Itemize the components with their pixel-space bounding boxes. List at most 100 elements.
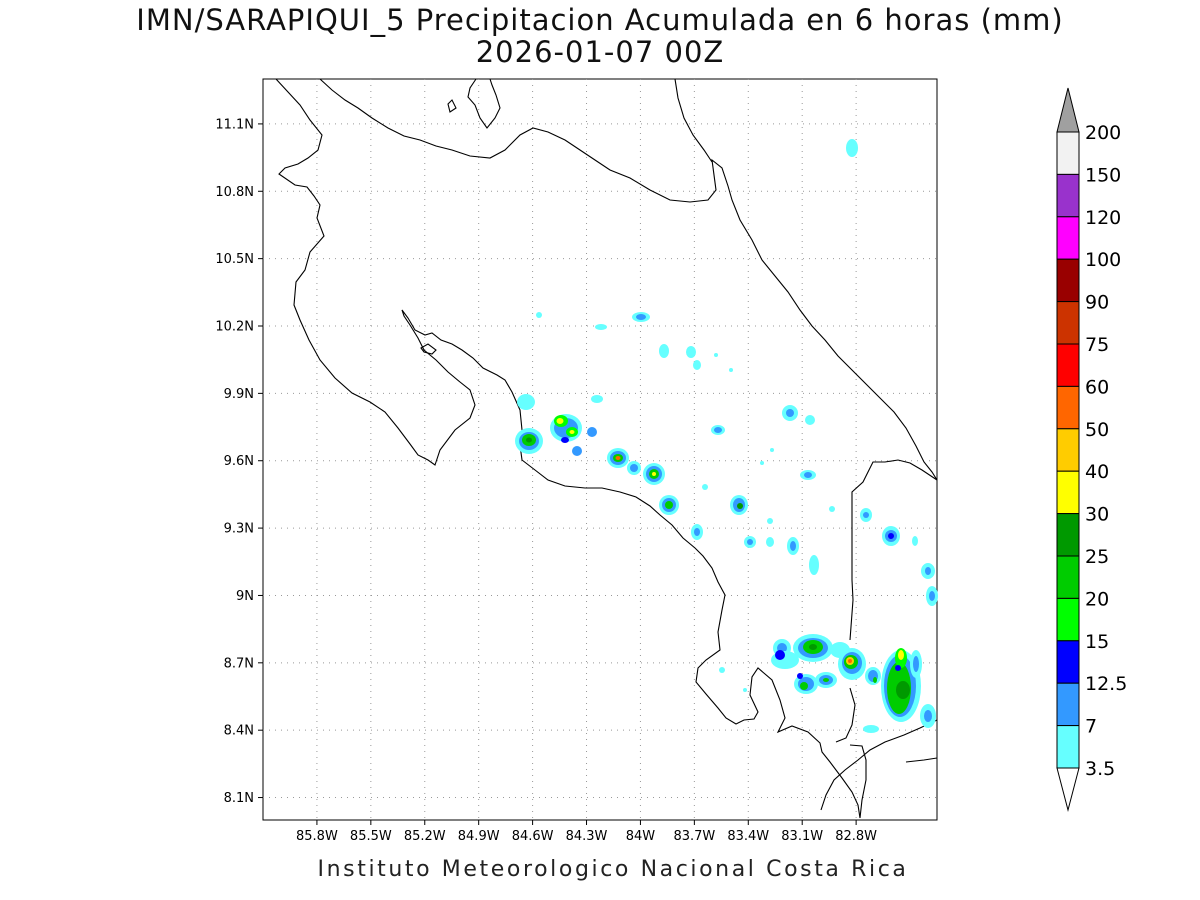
lon-tick-label: 83.7W <box>673 829 715 844</box>
precip-cell <box>809 644 817 650</box>
colorbar-segment <box>1056 216 1080 260</box>
colorbar-label: 150 <box>1085 164 1121 186</box>
precip-cell <box>766 537 774 547</box>
lon-tick-label: 85.2W <box>404 829 446 844</box>
lat-tick-label: 9.3N <box>224 522 254 537</box>
precip-cell <box>630 464 638 472</box>
colorbar-segment <box>1056 301 1080 345</box>
lon-tick-label: 84W <box>626 829 656 844</box>
precip-cell <box>898 650 904 660</box>
precip-cell <box>686 346 696 358</box>
longitude-tick-labels: 85.8W 85.5W 85.2W 84.9W 84.6W 84.3W 84W 83.7W 83… <box>296 820 877 844</box>
precip-cell <box>823 678 829 682</box>
precip-cell <box>846 139 858 157</box>
precip-cell <box>694 528 700 536</box>
colorbar-segment <box>1056 385 1080 430</box>
precip-cell <box>729 368 733 372</box>
lon-tick-label: 82.8W <box>835 829 877 844</box>
graticule-grid <box>263 79 937 820</box>
precip-cell <box>863 725 879 733</box>
precip-cell <box>800 682 808 690</box>
precip-cell <box>743 688 747 692</box>
lon-tick-label: 84.9W <box>458 829 500 844</box>
precip-cell <box>517 394 535 410</box>
precip-cell <box>652 472 656 476</box>
precip-cell <box>805 415 815 425</box>
lon-tick-label: 84.3W <box>566 829 608 844</box>
precip-cell <box>615 456 621 460</box>
colorbar-label: 120 <box>1085 207 1121 229</box>
lat-tick-label: 10.5N <box>215 252 254 267</box>
precip-cell <box>786 409 794 417</box>
lat-tick-label: 9.9N <box>224 387 254 402</box>
precip-cell <box>636 314 646 320</box>
colorbar-segment <box>1056 682 1080 727</box>
footer-credit: Instituto Meteorologico Nacional Costa R… <box>317 857 909 882</box>
precip-cell <box>561 437 569 443</box>
precip-cell <box>526 437 532 443</box>
colorbar-segment <box>1056 513 1080 557</box>
colorbar-label: 90 <box>1085 292 1109 314</box>
lon-tick-label: 83.1W <box>781 829 823 844</box>
precip-cell <box>848 659 852 663</box>
lat-tick-label: 10.2N <box>215 320 254 335</box>
precip-cell <box>591 395 603 403</box>
lon-tick-label: 83.4W <box>727 829 769 844</box>
colorbar-label: 15 <box>1085 631 1109 653</box>
precip-cell <box>873 677 877 683</box>
precip-cell <box>702 484 708 490</box>
colorbar-label: 75 <box>1085 334 1109 356</box>
colorbar-label: 20 <box>1085 588 1109 610</box>
precip-cell <box>719 667 725 673</box>
lat-tick-label: 10.8N <box>215 185 254 200</box>
colorbar-label: 12.5 <box>1085 673 1127 695</box>
precip-cell <box>804 472 812 478</box>
precip-cell <box>737 503 743 509</box>
lon-tick-label: 85.8W <box>296 829 338 844</box>
precipitation-color-bar: 200 150 120 100 90 75 60 50 40 30 25 20 15 12.5 7 3.5 <box>1056 87 1127 812</box>
precip-cell <box>595 324 607 330</box>
precip-cell <box>829 506 835 512</box>
precip-cell <box>536 312 542 318</box>
colorbar-label: 30 <box>1085 504 1109 526</box>
coastline-border <box>275 78 938 819</box>
colorbar-under-arrow <box>1056 767 1080 812</box>
lon-tick-label: 85.5W <box>350 829 392 844</box>
colorbar-label: 7 <box>1085 716 1097 738</box>
lat-tick-label: 9.6N <box>224 454 254 469</box>
lat-tick-label: 9N <box>236 589 254 604</box>
lat-tick-label: 8.7N <box>224 656 254 671</box>
colorbar-segment <box>1056 470 1080 515</box>
precip-cell <box>767 518 773 524</box>
colorbar-over-arrow <box>1056 87 1080 133</box>
latitude-tick-labels: 11.1N 10.8N 10.5N 10.2N 9.9N 9.6N 9.3N 9N 8.7N 8.… <box>215 117 263 806</box>
colorbar-label: 40 <box>1085 461 1109 483</box>
colorbar-segment <box>1056 343 1080 387</box>
precip-cell <box>924 710 932 722</box>
precip-cell <box>929 591 935 601</box>
precip-cell <box>797 673 803 679</box>
precipitation-field <box>515 139 938 733</box>
precip-cell <box>925 567 931 575</box>
precip-cell <box>912 536 918 546</box>
precip-cell <box>770 448 774 452</box>
precip-cell <box>659 344 669 358</box>
precip-cell <box>760 461 764 465</box>
colorbar-segment <box>1056 640 1080 684</box>
colorbar-label: 3.5 <box>1085 758 1115 780</box>
colorbar-segment <box>1056 428 1080 472</box>
colorbar-segment <box>1056 597 1080 642</box>
precip-cell <box>714 353 718 357</box>
chart-subtitle-datetime: 2026-01-07 00Z <box>475 35 725 69</box>
map-frame <box>262 78 938 821</box>
precip-cell <box>693 360 701 370</box>
precip-cell <box>587 427 597 437</box>
precip-cell <box>888 533 894 539</box>
precip-cell <box>913 656 919 672</box>
colorbar-label: 25 <box>1085 546 1109 568</box>
precip-cell <box>747 539 753 545</box>
colorbar-label: 200 <box>1085 122 1121 144</box>
colorbar-segment <box>1056 173 1080 218</box>
colorbar-segment <box>1056 258 1080 303</box>
